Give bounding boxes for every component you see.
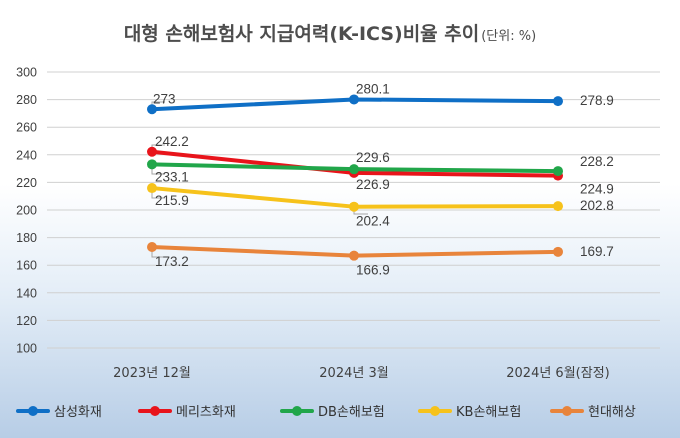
- series-lines: [147, 94, 563, 261]
- chart-title: 대형 손해보험사 지급여력(K-ICS)비율 추이: [124, 23, 479, 45]
- data-label: 233.1: [155, 169, 189, 184]
- data-point: [147, 104, 157, 115]
- data-label: 202.4: [356, 214, 390, 229]
- data-point: [147, 146, 157, 157]
- data-label: 224.9: [580, 182, 614, 197]
- data-label: 273: [153, 91, 176, 106]
- data-point: [349, 164, 359, 175]
- data-label: 242.2: [155, 134, 189, 149]
- legend-label: KB손해보험: [456, 405, 521, 420]
- data-point: [147, 159, 157, 170]
- y-tick-label: 280: [16, 93, 37, 107]
- data-point: [147, 183, 157, 194]
- data-point: [147, 241, 157, 252]
- y-tick-label: 200: [16, 204, 37, 218]
- chart-title-group: 대형 손해보험사 지급여력(K-ICS)비율 추이 (단위: %): [124, 23, 536, 45]
- data-label: 228.2: [580, 154, 614, 169]
- data-point: [349, 94, 359, 105]
- y-tick-label: 260: [16, 121, 37, 135]
- data-point: [553, 96, 563, 107]
- data-label: 166.9: [356, 263, 390, 278]
- legend-label: DB손해보험: [318, 405, 385, 420]
- x-tick-label: 2024년 3월: [319, 366, 388, 381]
- legend-marker: [292, 406, 302, 416]
- legend-marker: [150, 406, 160, 416]
- data-label: 226.9: [356, 177, 390, 192]
- legend: 삼성화재 메리츠화재 DB손해보험 KB손해보험 현대해상: [16, 405, 636, 420]
- y-axis-ticks: 100 120 140 160 180 200 220 240 260 280 300: [16, 66, 37, 356]
- y-tick-label: 160: [16, 259, 37, 273]
- legend-marker: [430, 406, 440, 416]
- y-tick-label: 240: [16, 148, 37, 162]
- data-label: 229.6: [356, 150, 390, 165]
- data-point: [553, 246, 563, 257]
- data-label: 173.2: [155, 254, 189, 269]
- y-tick-label: 220: [16, 176, 37, 190]
- data-point: [553, 166, 563, 177]
- data-label: 278.9: [580, 93, 614, 108]
- x-axis-ticks: 2023년 12월 2024년 3월 2024년 6월(잠정): [113, 366, 610, 381]
- data-label: 169.7: [580, 244, 614, 259]
- data-label: 202.8: [580, 198, 614, 213]
- data-point: [349, 250, 359, 261]
- legend-label: 메리츠화재: [176, 405, 236, 420]
- legend-marker: [28, 406, 38, 416]
- y-tick-label: 300: [16, 66, 37, 80]
- data-point: [553, 201, 563, 212]
- data-label: 280.1: [356, 81, 390, 96]
- x-tick-label: 2023년 12월: [113, 366, 191, 381]
- legend-marker: [562, 406, 572, 416]
- y-tick-label: 100: [16, 342, 37, 356]
- x-tick-label: 2024년 6월(잠정): [506, 366, 609, 381]
- data-labels: 273 280.1 278.9 242.2 226.9 224.9 233.1 229.6 22…: [153, 81, 614, 277]
- y-tick-label: 180: [16, 231, 37, 245]
- y-tick-label: 140: [16, 286, 37, 300]
- legend-label: 현대해상: [588, 405, 636, 420]
- data-point: [349, 201, 359, 212]
- y-tick-label: 120: [16, 314, 37, 328]
- legend-label: 삼성화재: [54, 405, 102, 420]
- data-label: 215.9: [155, 193, 189, 208]
- chart-unit: (단위: %): [481, 29, 536, 44]
